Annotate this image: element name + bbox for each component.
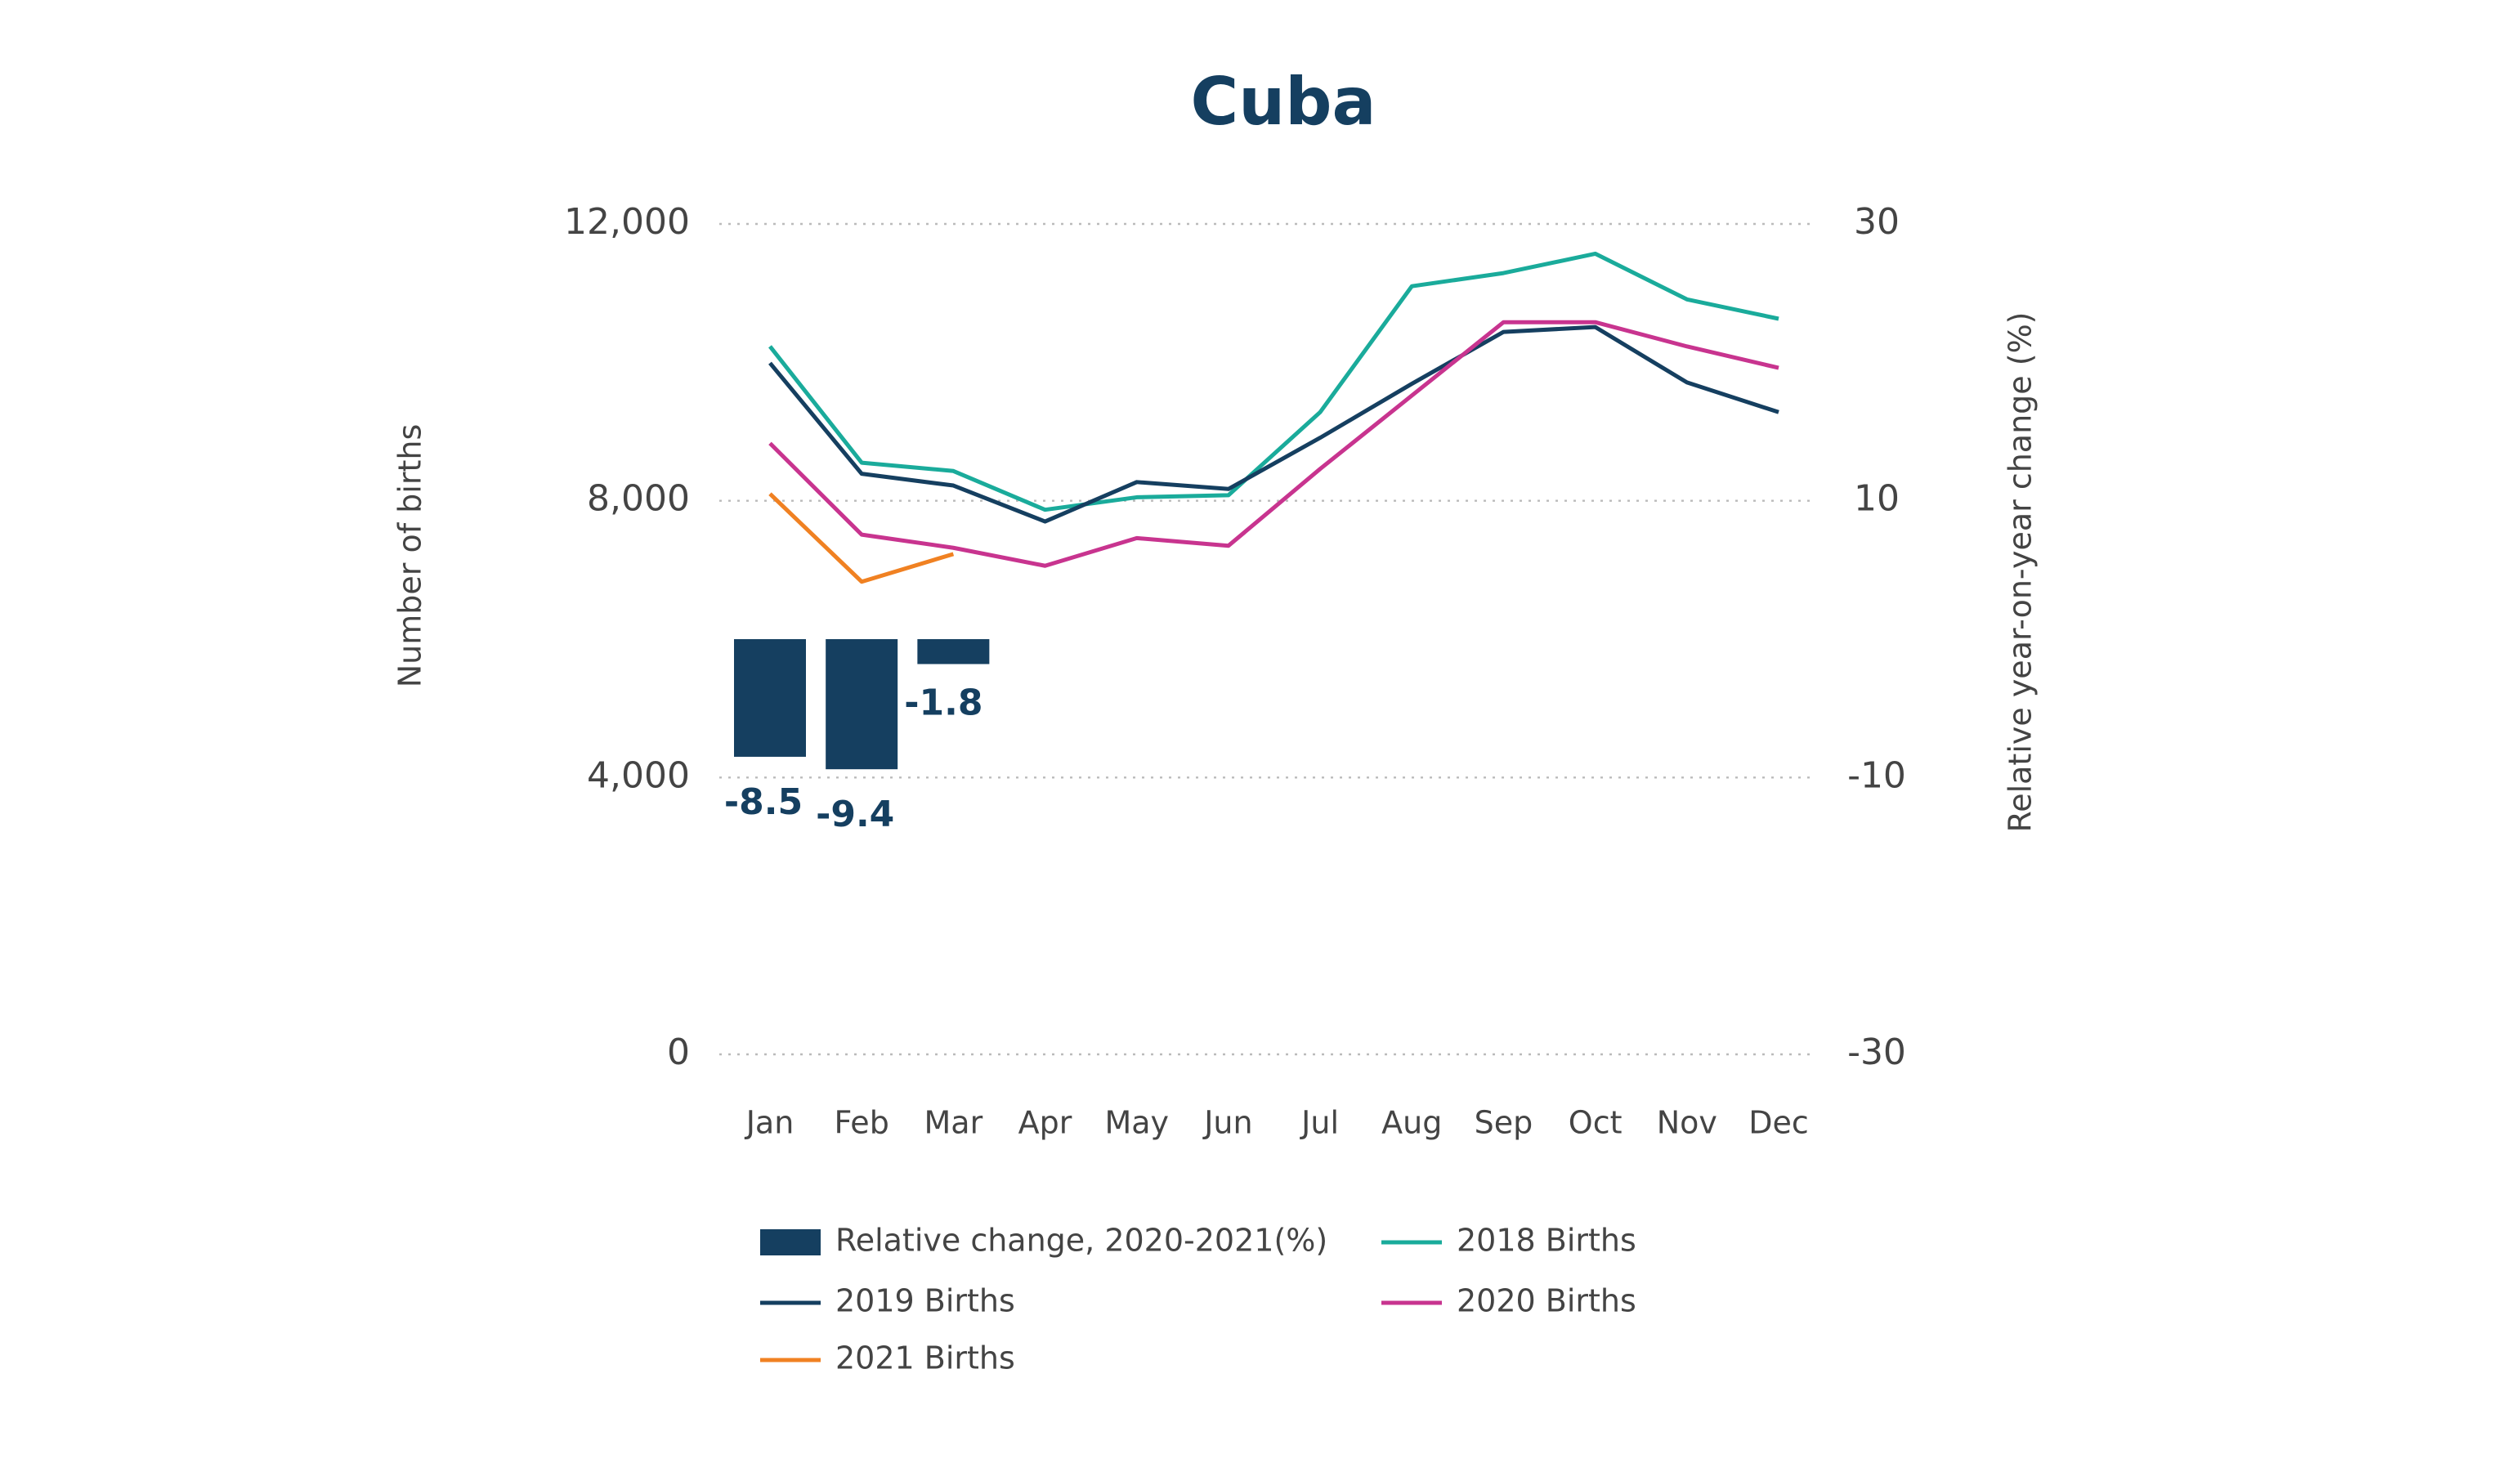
x-tick-label: Nov — [1657, 1105, 1717, 1141]
line-series — [768, 320, 1779, 568]
bar-value-label: -8.5 — [724, 781, 803, 823]
y-axis-title: Number of births — [392, 424, 428, 688]
bar — [734, 639, 806, 757]
bar — [917, 639, 990, 664]
y2-tick-label: 10 — [1854, 478, 1900, 520]
y-tick-label: 8,000 — [587, 478, 690, 520]
x-tick-label: Sep — [1475, 1105, 1533, 1141]
x-tick-label: Apr — [1018, 1105, 1072, 1141]
y2-axis-title: Relative year-on-year change (%) — [2003, 311, 2039, 832]
bar-value-label: -1.8 — [904, 682, 982, 723]
legend-label: 2020 Births — [1457, 1283, 1636, 1319]
legend-label: Relative change, 2020-2021(%) — [835, 1223, 1327, 1259]
legend-label: 2021 Births — [835, 1340, 1015, 1376]
bar-value-label: -9.4 — [816, 794, 894, 835]
bar — [826, 639, 898, 770]
x-tick-label: Feb — [835, 1105, 889, 1141]
y-tick-label: 12,000 — [564, 201, 690, 243]
chart-title: Cuba — [1191, 64, 1376, 140]
x-tick-label: Oct — [1569, 1105, 1623, 1141]
legend-label: 2018 Births — [1457, 1223, 1636, 1259]
x-tick-label: Aug — [1381, 1105, 1442, 1141]
legend-swatch — [760, 1229, 821, 1255]
x-tick-label: Mar — [924, 1105, 983, 1141]
line-series — [768, 324, 1779, 524]
x-tick-label: Jun — [1202, 1105, 1252, 1141]
y2-tick-label: 30 — [1854, 201, 1900, 243]
line-series — [768, 492, 955, 584]
x-tick-label: Jul — [1300, 1105, 1339, 1141]
y-tick-label: 0 — [667, 1031, 690, 1073]
line-series — [768, 251, 1779, 512]
x-tick-label: Dec — [1748, 1105, 1809, 1141]
x-tick-label: Jan — [745, 1105, 794, 1141]
x-tick-label: May — [1104, 1105, 1169, 1141]
legend-label: 2019 Births — [835, 1283, 1015, 1319]
y2-tick-label: -10 — [1847, 754, 1906, 796]
y-tick-label: 4,000 — [587, 754, 690, 796]
y2-tick-label: -30 — [1847, 1031, 1906, 1073]
